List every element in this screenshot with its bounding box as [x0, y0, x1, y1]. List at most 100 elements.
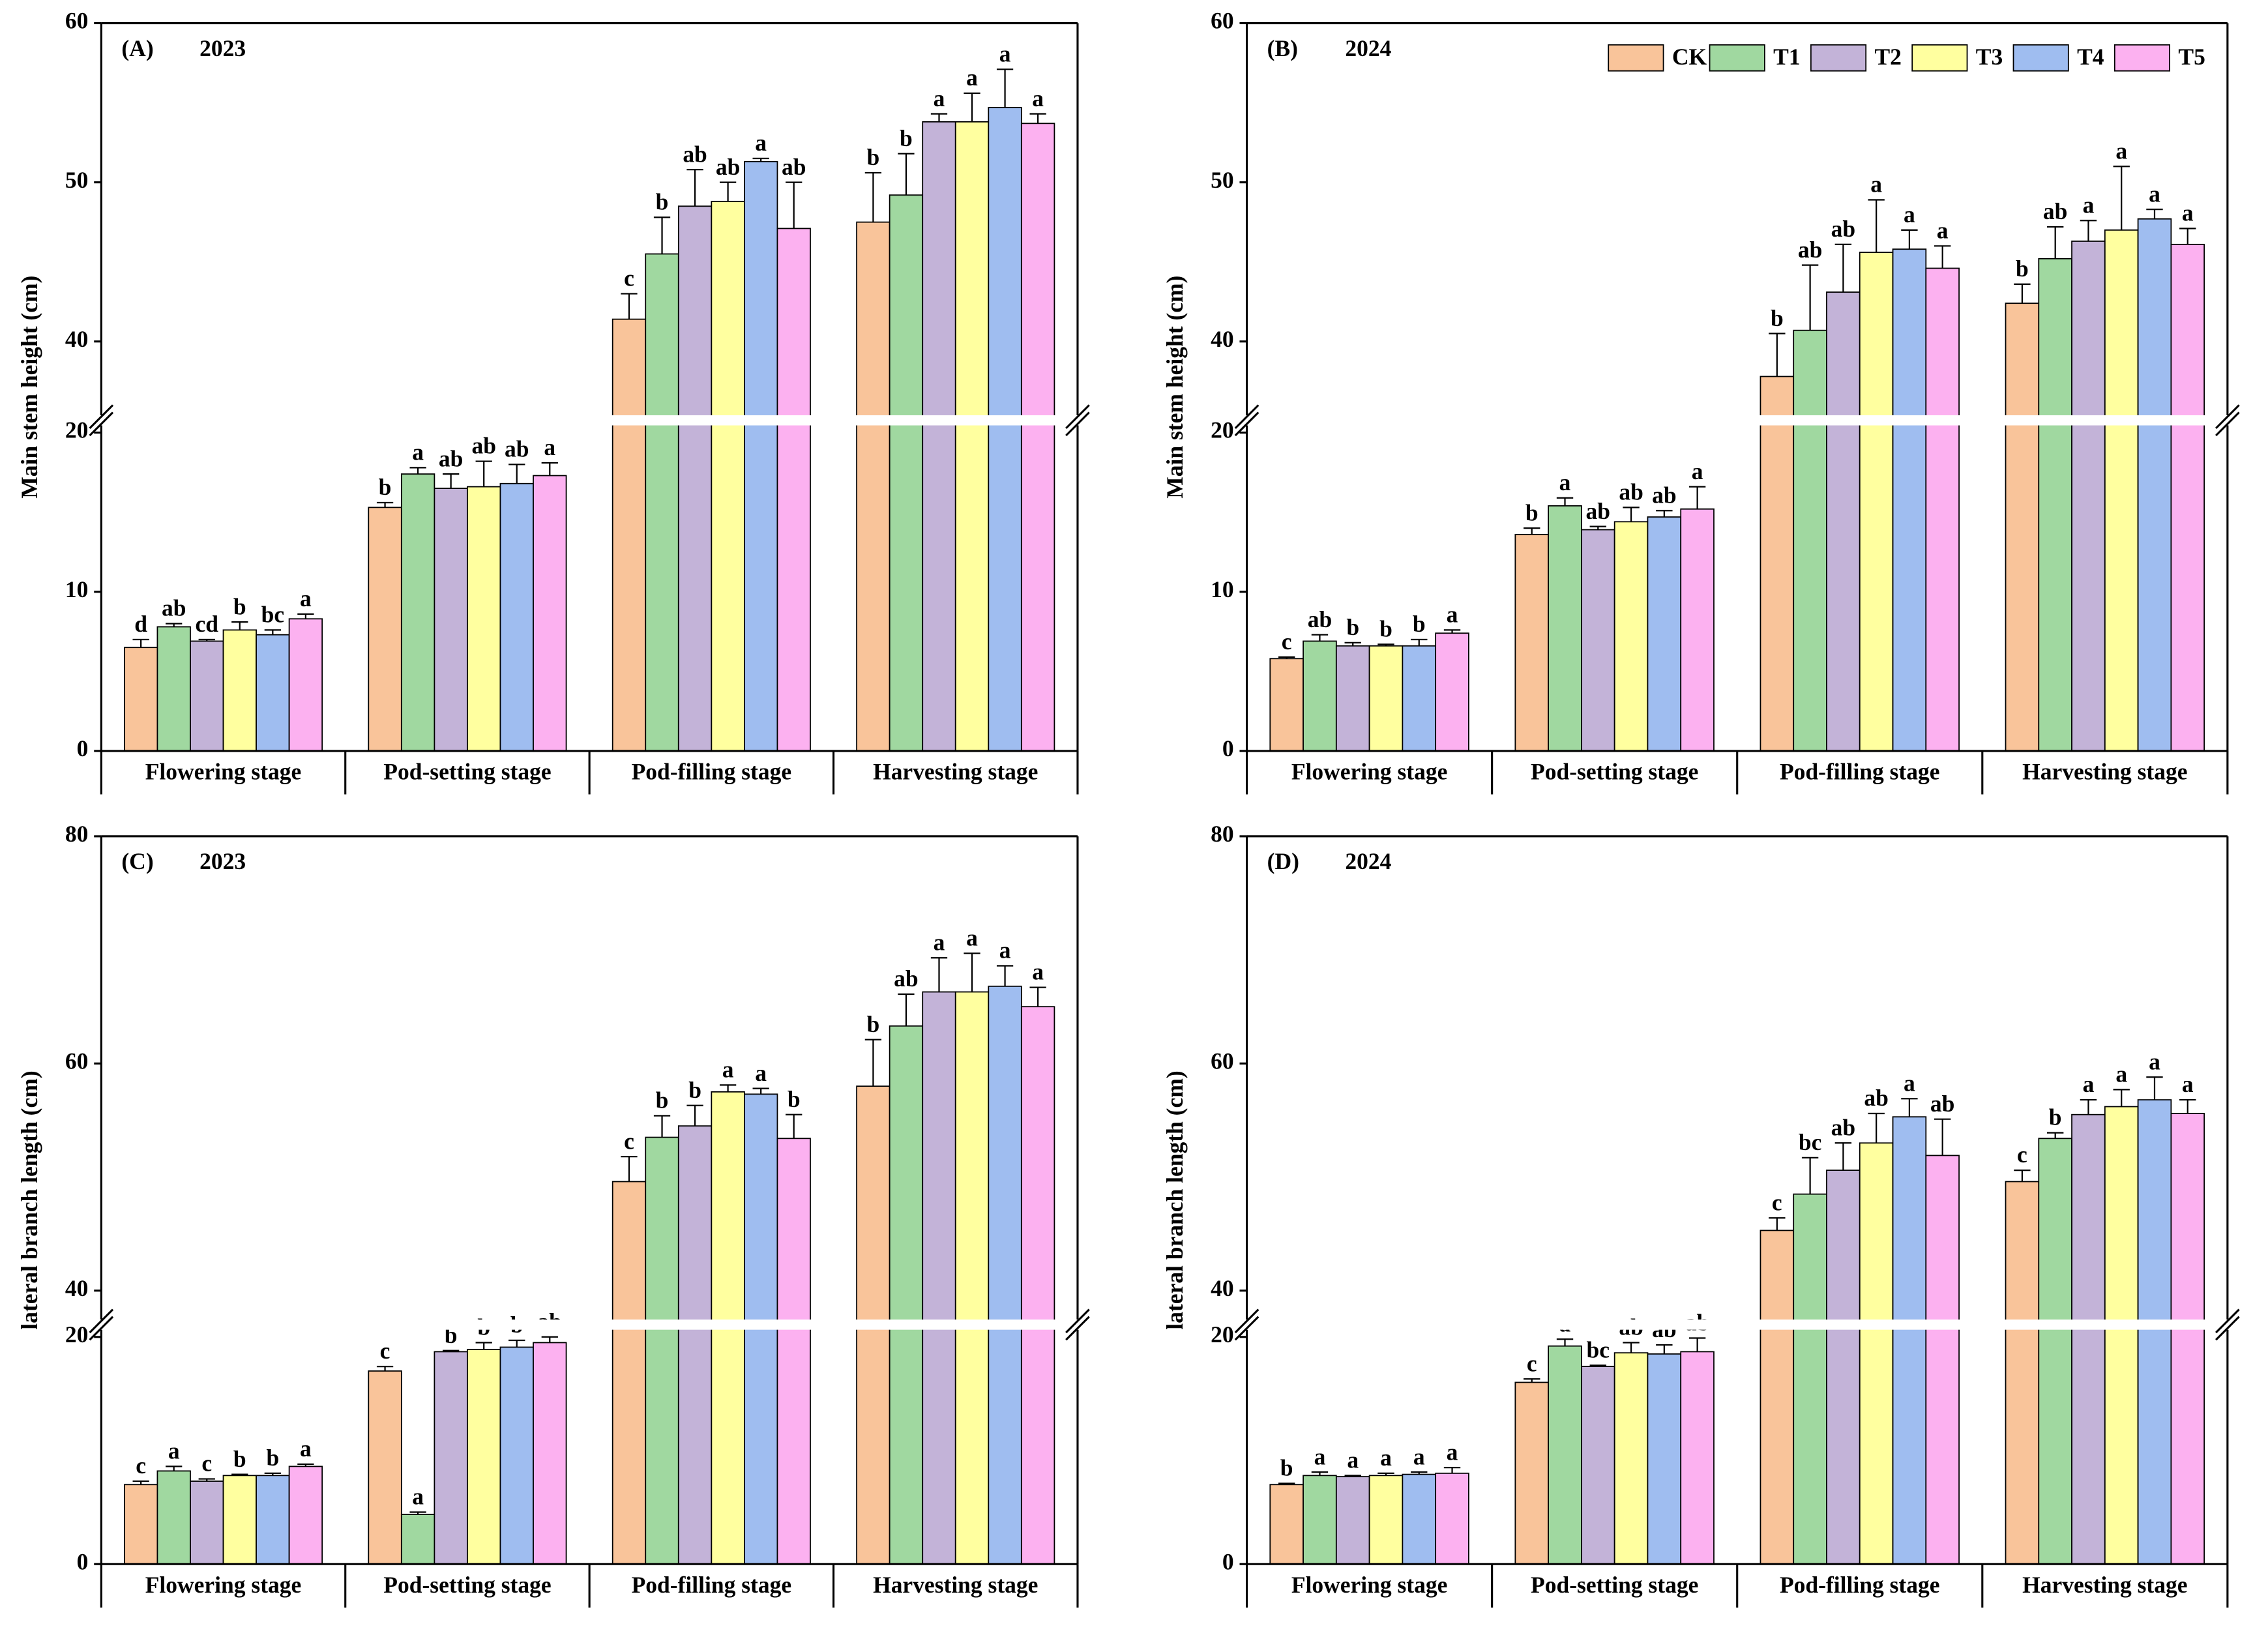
bar: [1680, 1351, 1715, 1565]
significance-letter: a: [2115, 1061, 2127, 1087]
legend-label: CK: [1672, 44, 1707, 70]
significance-letter: ab: [1619, 479, 1643, 505]
panel-title: 2023: [199, 35, 246, 61]
significance-letter: a: [999, 40, 1011, 66]
y-tick-label: 0: [1222, 735, 1234, 761]
legend-label: T4: [2077, 44, 2104, 70]
significance-letter: b: [1280, 1455, 1293, 1481]
break-mark: [2215, 404, 2240, 430]
bar: [611, 318, 647, 752]
bar: [1859, 252, 1894, 752]
bar: [2137, 218, 2172, 752]
y-tick-label: 40: [65, 326, 88, 352]
significance-letter: c: [380, 1338, 390, 1364]
significance-letter: a: [2149, 1048, 2160, 1074]
bar: [744, 161, 778, 752]
significance-letter: ab: [162, 595, 186, 621]
bar: [645, 253, 679, 752]
bar: [1647, 1353, 1682, 1565]
significance-letter: b: [1525, 499, 1539, 525]
bar: [954, 991, 990, 1565]
bar: [400, 473, 435, 752]
bar: [156, 626, 191, 752]
legend-swatch: [1608, 44, 1664, 72]
y-tick-label: 10: [65, 576, 88, 602]
bar: [400, 1514, 435, 1565]
bar: [1826, 1170, 1861, 1565]
bar: [1925, 1155, 1960, 1565]
y-tick-label: 50: [1211, 167, 1233, 193]
significance-letter: a: [1032, 959, 1044, 985]
y-tick-label: 0: [77, 735, 89, 761]
significance-letter: b: [2016, 256, 2029, 282]
significance-letter: b: [2049, 1104, 2062, 1130]
significance-letter: a: [1447, 602, 1458, 628]
break-mark: [1234, 1316, 1259, 1341]
bar: [1760, 1230, 1795, 1565]
bar: [288, 618, 323, 752]
y-tick-label: 0: [1222, 1548, 1234, 1574]
bar: [1368, 1475, 1404, 1565]
significance-letter: c: [1527, 1350, 1537, 1376]
panel-label: (D): [1267, 848, 1299, 874]
bar: [1548, 505, 1582, 752]
bar: [711, 201, 745, 752]
significance-letter: b: [266, 1445, 279, 1471]
significance-letter: b: [1379, 615, 1392, 641]
significance-letter: b: [867, 144, 880, 170]
bar: [2038, 258, 2072, 752]
break-mark: [89, 404, 114, 430]
significance-letter: b: [867, 1011, 880, 1037]
bar: [2104, 1106, 2139, 1565]
x-tick-label: Harvesting stage: [2022, 759, 2187, 785]
y-tick-label: 20: [1211, 1321, 1233, 1348]
axis-break: [1218, 1319, 2257, 1330]
significance-letter: a: [1559, 469, 1571, 495]
bar: [1892, 248, 1927, 752]
significance-letter: ab: [1308, 606, 1332, 632]
significance-letter: c: [1772, 1189, 1782, 1215]
bar: [123, 1484, 158, 1565]
y-axis-label: lateral branch length (cm): [1162, 1070, 1188, 1329]
bar: [1760, 376, 1795, 752]
bar: [467, 486, 501, 752]
panel-title: 2024: [1345, 848, 1391, 874]
bar: [190, 1480, 224, 1565]
significance-letter: ab: [471, 433, 495, 459]
x-tick-label: Harvesting stage: [873, 1572, 1038, 1598]
bar: [1435, 1472, 1469, 1565]
significance-letter: a: [999, 937, 1011, 964]
bar: [1020, 123, 1055, 752]
bar: [467, 1349, 501, 1565]
legend-label: T2: [1875, 44, 1902, 70]
significance-letter: c: [2017, 1142, 2027, 1168]
significance-letter: a: [1447, 1439, 1458, 1465]
significance-letter: a: [966, 65, 978, 91]
significance-letter: c: [1282, 628, 1292, 655]
bar: [1402, 645, 1437, 752]
break-mark: [2215, 1316, 2240, 1341]
break-mark: [2215, 1308, 2240, 1334]
bar: [1826, 291, 1861, 752]
x-tick-label: Pod-filling stage: [1780, 1572, 1940, 1598]
bar: [776, 228, 811, 752]
bar: [988, 107, 1022, 752]
y-tick-label: 20: [65, 1321, 88, 1348]
significance-letter: b: [1346, 614, 1359, 640]
axis-break: [72, 1319, 1107, 1330]
significance-letter: a: [755, 130, 767, 156]
significance-letter: cd: [195, 611, 218, 637]
significance-letter: b: [688, 1077, 701, 1103]
bar: [2005, 1181, 2040, 1565]
y-tick-label: 80: [1211, 821, 1233, 847]
significance-letter: b: [233, 593, 246, 619]
significance-letter: a: [2083, 192, 2095, 218]
x-tick-label: Pod-filling stage: [1780, 759, 1940, 785]
significance-letter: a: [2182, 1071, 2194, 1097]
significance-letter: a: [1380, 1445, 1392, 1471]
break-mark: [1234, 411, 1259, 437]
significance-letter: ab: [1930, 1091, 1954, 1117]
bar: [1793, 329, 1827, 752]
y-tick-label: 40: [65, 1275, 88, 1301]
bar: [677, 1125, 713, 1565]
